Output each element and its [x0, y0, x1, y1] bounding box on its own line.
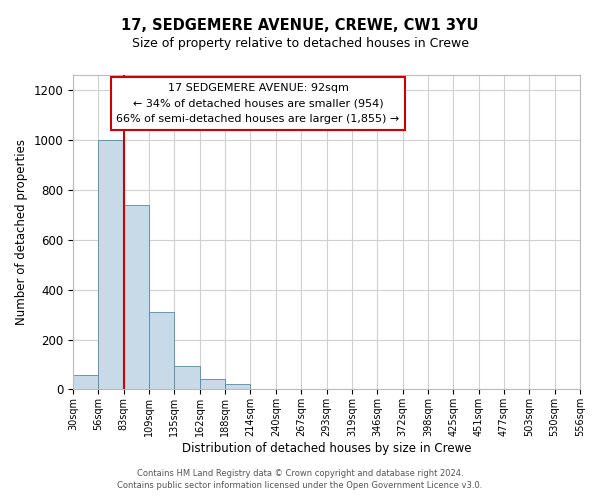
Text: Size of property relative to detached houses in Crewe: Size of property relative to detached ho… — [131, 38, 469, 51]
Text: Contains HM Land Registry data © Crown copyright and database right 2024.
Contai: Contains HM Land Registry data © Crown c… — [118, 468, 482, 490]
Bar — [149, 312, 175, 390]
Bar — [175, 366, 200, 390]
Bar — [200, 380, 225, 390]
Bar — [124, 205, 149, 390]
Bar — [73, 375, 98, 390]
Bar — [225, 384, 250, 390]
Y-axis label: Number of detached properties: Number of detached properties — [15, 139, 28, 325]
Text: 17 SEDGEMERE AVENUE: 92sqm
← 34% of detached houses are smaller (954)
66% of sem: 17 SEDGEMERE AVENUE: 92sqm ← 34% of deta… — [116, 83, 400, 124]
Text: 17, SEDGEMERE AVENUE, CREWE, CW1 3YU: 17, SEDGEMERE AVENUE, CREWE, CW1 3YU — [121, 18, 479, 32]
Bar — [98, 140, 124, 390]
X-axis label: Distribution of detached houses by size in Crewe: Distribution of detached houses by size … — [182, 442, 471, 455]
